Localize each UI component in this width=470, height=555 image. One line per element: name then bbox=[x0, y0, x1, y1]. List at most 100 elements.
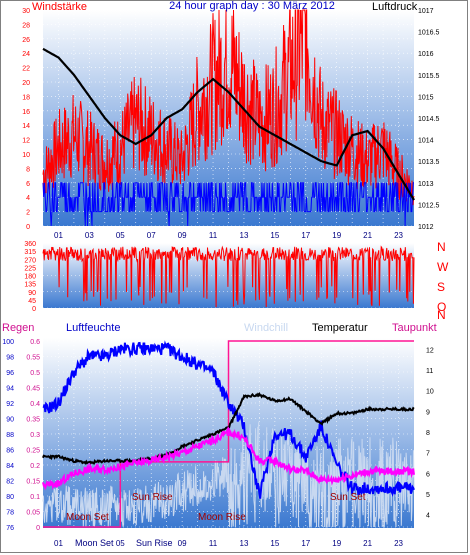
wind-tick-13: 26 bbox=[22, 37, 30, 44]
wind-tick-11: 22 bbox=[22, 66, 30, 73]
humidity-tick-10: 96 bbox=[6, 370, 14, 377]
regen-line bbox=[43, 340, 414, 528]
hour-tick-0: 01 bbox=[54, 231, 63, 240]
luftfeuchte-label: Luftfeuchte bbox=[66, 322, 120, 334]
hour-tick-4: 09 bbox=[178, 231, 187, 240]
pressure-tick-5: 1014.5 bbox=[418, 116, 440, 123]
pressure-tick-0: 1012 bbox=[418, 224, 434, 231]
temperature-tick-5: 9 bbox=[426, 409, 430, 416]
humidity-tick-1: 78 bbox=[6, 510, 14, 517]
humidity-tick-8: 92 bbox=[6, 401, 14, 408]
temperature-tick-2: 6 bbox=[426, 471, 430, 478]
direction-tick-5: 225 bbox=[24, 265, 36, 272]
humidity-tick-0: 76 bbox=[6, 525, 14, 532]
wind-tick-2: 4 bbox=[26, 195, 30, 202]
bottom-hour-tick-7: 19 bbox=[332, 539, 341, 548]
wind-tick-14: 28 bbox=[22, 22, 30, 29]
rain-tick-9: 0.45 bbox=[26, 386, 40, 393]
temperature-tick-6: 10 bbox=[426, 389, 434, 396]
windstaerke-label: Windstärke bbox=[32, 1, 87, 13]
moon-rise-label: Moon Rise bbox=[198, 512, 246, 523]
humidity-tick-2: 80 bbox=[6, 494, 14, 501]
pressure-tick-3: 1013.5 bbox=[418, 159, 440, 166]
wind-speed-line bbox=[42, 9, 415, 206]
rain-tick-6: 0.3 bbox=[30, 432, 40, 439]
rain-tick-1: 0.05 bbox=[26, 510, 40, 517]
rain-tick-5: 0.25 bbox=[26, 448, 40, 455]
wind-tick-4: 8 bbox=[26, 166, 30, 173]
humidity-tick-3: 82 bbox=[6, 479, 14, 486]
pressure-tick-7: 1015.5 bbox=[418, 73, 440, 80]
humidity-tick-6: 88 bbox=[6, 432, 14, 439]
temperature-tick-0: 4 bbox=[426, 513, 430, 520]
page-title: 24 hour graph day : 30 März 2012 bbox=[169, 0, 335, 12]
pressure-tick-1: 1012.5 bbox=[418, 202, 440, 209]
direction-tick-8: 360 bbox=[24, 241, 36, 248]
bottom-moon-set: Moon Set bbox=[75, 538, 114, 548]
bottom-hour-tick-9: 23 bbox=[394, 539, 403, 548]
wind-pressure-ticks: 02468101214161820222426283010121012.5101… bbox=[22, 8, 439, 240]
bottom-hour-tick-4: 13 bbox=[240, 539, 249, 548]
temp-humidity-series bbox=[42, 340, 415, 528]
humidity-tick-7: 90 bbox=[6, 417, 14, 424]
windchill-label: Windchill bbox=[244, 322, 288, 334]
luftdruck-label: Luftdruck bbox=[372, 1, 418, 13]
pressure-tick-9: 1016.5 bbox=[418, 30, 440, 37]
taupunkt-line bbox=[42, 425, 415, 491]
bottom-hour-tick-8: 21 bbox=[363, 539, 372, 548]
pressure-tick-2: 1013 bbox=[418, 181, 434, 188]
pressure-tick-4: 1014 bbox=[418, 138, 434, 145]
direction-tick-3: 135 bbox=[24, 282, 36, 289]
wind-average-series bbox=[42, 182, 414, 227]
hour-tick-10: 21 bbox=[363, 231, 372, 240]
hour-tick-1: 03 bbox=[85, 231, 94, 240]
wind-tick-12: 24 bbox=[22, 51, 30, 58]
hour-tick-8: 17 bbox=[301, 231, 310, 240]
wind-tick-1: 2 bbox=[26, 210, 30, 217]
wind-tick-0: 0 bbox=[26, 224, 30, 231]
hour-tick-9: 19 bbox=[332, 231, 341, 240]
wind-tick-8: 16 bbox=[22, 109, 30, 116]
rain-tick-2: 0.1 bbox=[30, 494, 40, 501]
hour-tick-5: 11 bbox=[209, 231, 218, 240]
temperature-tick-7: 11 bbox=[426, 368, 433, 375]
bottom-hour-tick-1: 05 bbox=[116, 539, 125, 548]
rain-tick-8: 0.4 bbox=[30, 401, 40, 408]
compass-w: W bbox=[437, 260, 449, 274]
temperature-tick-4: 8 bbox=[426, 430, 430, 437]
temperature-tick-3: 7 bbox=[426, 451, 430, 458]
hour-tick-11: 23 bbox=[394, 231, 403, 240]
wind-tick-6: 12 bbox=[22, 138, 30, 145]
moon-set-label: Moon Set bbox=[66, 512, 109, 523]
rain-tick-11: 0.55 bbox=[26, 355, 40, 362]
wind-speed-series bbox=[42, 9, 415, 206]
bottom-hour-tick-5: 15 bbox=[270, 539, 279, 548]
direction-tick-6: 270 bbox=[24, 257, 36, 264]
hour-tick-6: 13 bbox=[240, 231, 249, 240]
hour-tick-7: 15 bbox=[270, 231, 279, 240]
wind-tick-3: 6 bbox=[26, 181, 30, 188]
regen-label: Regen bbox=[2, 322, 34, 334]
sun-rise-label: Sun Rise bbox=[132, 492, 173, 503]
wind-tick-7: 14 bbox=[22, 123, 30, 130]
temp-humidity-ticks: 76788082848688909294969810000.050.10.150… bbox=[2, 339, 434, 548]
compass-n-bottom: N bbox=[437, 308, 446, 322]
bottom-hour-tick-3: 11 bbox=[209, 539, 218, 548]
rain-tick-10: 0.5 bbox=[30, 370, 40, 377]
humidity-tick-12: 100 bbox=[2, 339, 14, 346]
compass-s: S bbox=[437, 280, 445, 294]
temperature-tick-1: 5 bbox=[426, 492, 430, 499]
hour-tick-2: 05 bbox=[116, 231, 125, 240]
direction-tick-7: 315 bbox=[24, 249, 36, 256]
bottom-hour-tick-2: 09 bbox=[178, 539, 187, 548]
direction-tick-2: 90 bbox=[28, 290, 36, 297]
bottom-hour-tick-6: 17 bbox=[301, 539, 310, 548]
humidity-tick-4: 84 bbox=[6, 463, 14, 470]
rain-tick-3: 0.15 bbox=[26, 479, 40, 486]
compass-o: O bbox=[437, 300, 446, 314]
taupunkt-label: Taupunkt bbox=[392, 322, 437, 334]
direction-tick-1: 45 bbox=[28, 298, 36, 305]
wind-average-line bbox=[42, 182, 414, 227]
